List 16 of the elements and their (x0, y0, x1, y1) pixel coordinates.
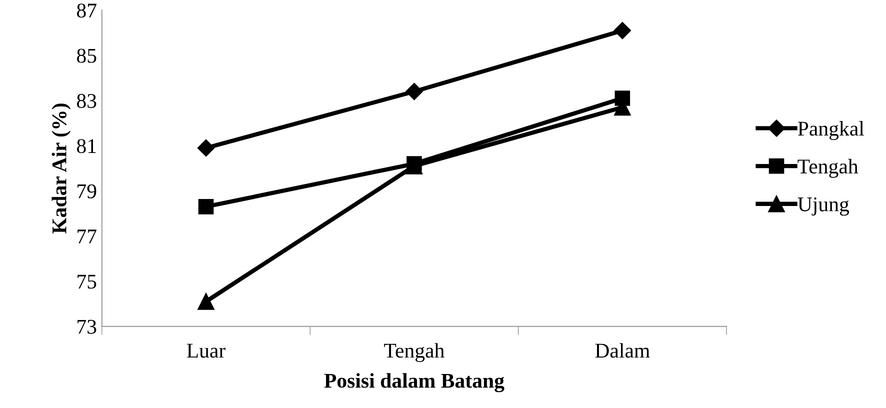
y-tick-label: 83 (76, 94, 96, 108)
x-tick-label: Dalam (595, 343, 650, 358)
y-tick-label: 77 (78, 230, 96, 244)
x-tick-label: Tengah (384, 343, 444, 362)
y-tick-label: 87 (76, 4, 96, 18)
legend-label: Pangkal (798, 121, 864, 140)
legend-label: Ujung (798, 197, 850, 216)
y-tick-label: 79 (78, 184, 96, 198)
x-tick-label: Luar (186, 344, 226, 358)
y-tick-label: 81 (76, 139, 96, 154)
y-axis-title: Kadar Air (%) (52, 104, 71, 234)
legend-label: Tengah (798, 158, 858, 178)
y-tick-label: 73 (78, 320, 96, 334)
y-tick-label: 75 (78, 274, 96, 289)
y-tick-label: 85 (76, 48, 96, 63)
x-axis-title: Posisi dalam Batang (324, 373, 504, 392)
